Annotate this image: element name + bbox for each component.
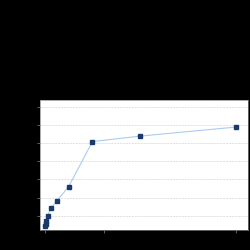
X-axis label: Mouse Exonuclease 3-5 Domain-Containing Protein 2 (EXD2)
Concentration (pg/ml): Mouse Exonuclease 3-5 Domain-Containing … [60, 246, 227, 250]
Y-axis label: OD: OD [12, 159, 21, 171]
